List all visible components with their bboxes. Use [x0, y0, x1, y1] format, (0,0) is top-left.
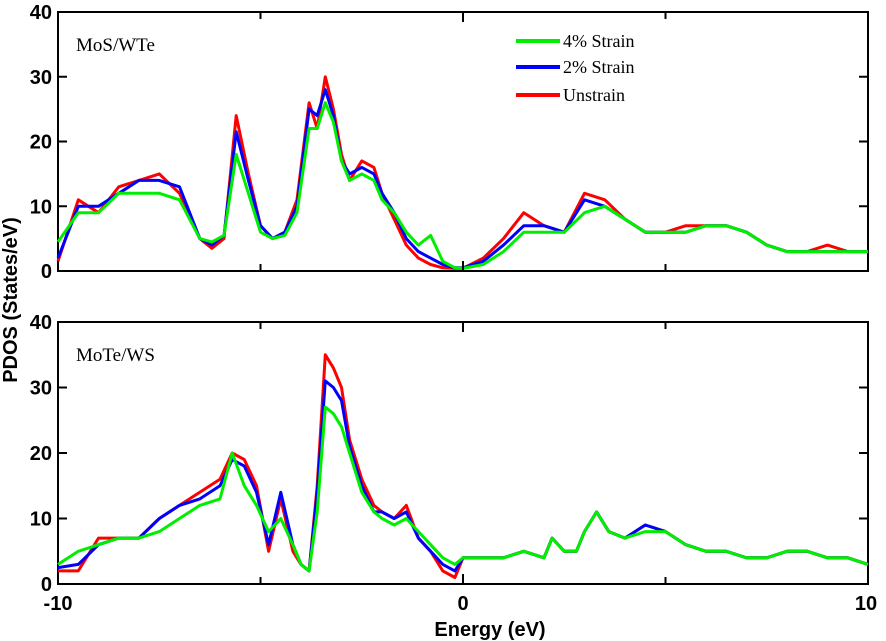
legend-label-2pct: 2% Strain [563, 57, 635, 77]
series-line-4-strain-panel-1 [56, 101, 868, 270]
y-tick-label-10-panel-2: 10 [30, 509, 52, 531]
y-tick-label-30-panel-1: 30 [30, 67, 52, 89]
x-tick-label-0: 0 [457, 593, 468, 615]
legend-label-unstrain: Unstrain [563, 85, 625, 105]
series-line-2-strain-panel-2 [57, 379, 869, 573]
y-tick-label-20-panel-1: 20 [30, 132, 52, 154]
y-tick-label-10-panel-1: 10 [30, 196, 52, 218]
panel-bottom-series [57, 353, 869, 579]
legend: 4% Strain 2% Strain Unstrain [516, 31, 635, 105]
x-tick-label-neg10: -10 [44, 593, 73, 615]
panel-top-ticks: 0 10 20 30 40 [30, 2, 869, 283]
y-tick-label-0-panel-2: 0 [41, 574, 52, 596]
legend-label-4pct: 4% Strain [563, 31, 635, 51]
panel-bottom: 0 10 20 30 40 MoTe/WS [30, 312, 869, 596]
panel-bottom-frame [57, 321, 869, 585]
panel-top: 0 10 20 30 40 MoS/WTe 4% Strain 2% Strain Un… [30, 2, 869, 283]
series-line-unstrain-panel-1 [56, 75, 868, 270]
x-axis-label: Energy (eV) [434, 619, 545, 641]
y-tick-label-20-panel-2: 20 [30, 443, 52, 465]
panel-bottom-title: MoTe/WS [76, 345, 155, 366]
series-line-unstrain-panel-2 [58, 353, 869, 579]
panel-top-title: MoS/WTe [76, 35, 155, 56]
y-tick-label-40-panel-1: 40 [30, 2, 52, 24]
panel-top-series [56, 75, 868, 270]
y-axis-label: PDOS (States/eV) [0, 217, 22, 383]
y-tick-label-40-panel-2: 40 [30, 312, 52, 334]
panel-bottom-ticks: 0 10 20 30 40 [30, 312, 869, 596]
series-line-4-strain-panel-2 [57, 405, 869, 573]
series-line-2-strain-panel-1 [56, 88, 868, 270]
y-tick-label-0-panel-1: 0 [41, 261, 52, 283]
y-tick-label-30-panel-2: 30 [30, 378, 52, 400]
x-tick-label-10: 10 [855, 593, 877, 615]
